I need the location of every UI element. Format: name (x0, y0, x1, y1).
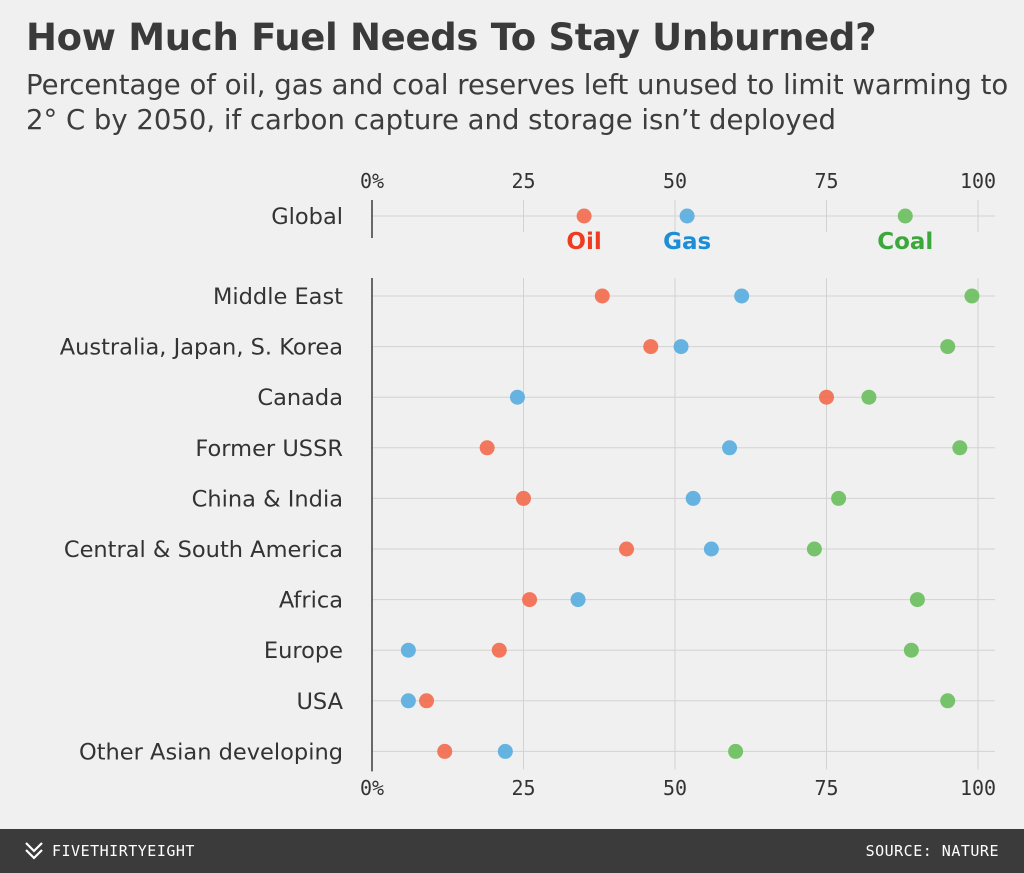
dot-coal (831, 490, 847, 506)
dot-coal (861, 389, 877, 405)
dot-gas (703, 541, 719, 557)
dot-gas (722, 440, 738, 456)
brand-name: FIVETHIRTYEIGHT (52, 842, 195, 860)
dot-oil (419, 693, 435, 709)
dot-oil (819, 389, 834, 405)
dot-oil (479, 440, 495, 456)
x-tick-label-bottom: 25 (511, 776, 535, 800)
dot-gas (679, 208, 695, 224)
dot-coal (897, 208, 913, 224)
dot-gas (673, 339, 689, 355)
x-tick-label-bottom: 0% (360, 776, 384, 800)
dot-coal (806, 541, 822, 557)
dot-gas (497, 743, 513, 759)
dot-gas (734, 288, 750, 304)
dot-oil (491, 642, 507, 658)
category-label: USA (296, 689, 343, 715)
chart-title: How Much Fuel Needs To Stay Unburned? (26, 16, 877, 59)
dot-gas (400, 693, 416, 709)
category-label: Central & South America (64, 537, 343, 563)
category-label: Australia, Japan, S. Korea (60, 335, 343, 361)
dot-oil (516, 490, 531, 506)
source-note: SOURCE: NATURE (865, 842, 999, 860)
brand[interactable]: FIVETHIRTYEIGHT (24, 840, 195, 862)
dot-oil (576, 208, 592, 224)
legend-label-oil: Oil (566, 229, 601, 255)
x-tick-label-bottom: 75 (814, 776, 838, 800)
legend-label-coal: Coal (877, 229, 933, 255)
category-label: Other Asian developing (79, 739, 343, 765)
x-tick-label-top: 50 (663, 169, 687, 193)
dot-coal (940, 339, 956, 355)
x-tick-label-bottom: 50 (663, 776, 687, 800)
dot-coal (964, 288, 980, 304)
x-tick-label-top: 25 (511, 169, 535, 193)
category-label: Africa (279, 588, 343, 614)
x-tick-label-top: 0% (360, 169, 384, 193)
dot-coal (728, 743, 744, 759)
dot-coal (940, 693, 956, 709)
dot-coal (952, 440, 968, 456)
footer-bar: FIVETHIRTYEIGHT SOURCE: NATURE (0, 829, 1024, 873)
dot-oil (643, 339, 659, 355)
category-label: Former USSR (195, 436, 343, 462)
dot-oil (522, 592, 538, 608)
category-label: Canada (257, 385, 343, 411)
category-label: Global (271, 204, 343, 230)
dot-coal (909, 592, 925, 608)
x-tick-label-bottom: 100 (960, 776, 996, 800)
x-tick-label-top: 100 (960, 169, 996, 193)
dot-coal (903, 642, 919, 658)
dot-oil (619, 541, 635, 557)
category-label: China & India (192, 486, 343, 512)
dot-gas (509, 389, 525, 405)
dot-gas (570, 592, 586, 608)
dot-oil (437, 743, 453, 759)
dot-gas (685, 490, 701, 506)
category-label: Europe (264, 638, 343, 664)
legend-label-gas: Gas (663, 229, 711, 255)
dot-gas (400, 642, 416, 658)
dot-oil (594, 288, 610, 304)
fivethirtyeight-logo-icon (25, 842, 43, 860)
x-tick-label-top: 75 (814, 169, 838, 193)
category-label: Middle East (213, 284, 343, 310)
chart-subtitle: Percentage of oil, gas and coal reserves… (26, 69, 1009, 136)
dot-plot-chart: 0% 0% 25 25 50 50 75 75 100 100 Global Middle East A… (60, 169, 996, 800)
